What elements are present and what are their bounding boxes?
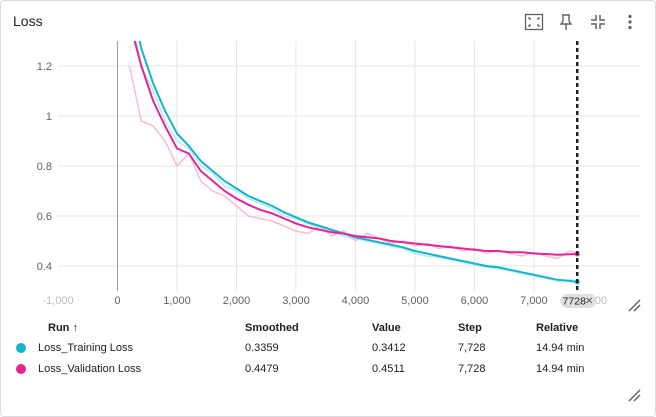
chart-axes: 0.4 0.6 0.8 1 1.2 -1,000 0 1,000 2,000 3,000 4,000… [37,61,607,307]
loss-chart[interactable]: 0.4 0.6 0.8 1 1.2 -1,000 0 1,000 2,000 3,000 4,000… [1,39,656,311]
x-tick-label: 4,000 [342,295,370,307]
raw-lines [128,41,578,282]
y-tick-label: 0.8 [37,161,52,173]
step-cursor: 7728 × [560,41,597,308]
x-tick-label: 0 [114,295,120,307]
raw-series-line [135,41,578,282]
value-cell: 0.4511 [372,362,405,375]
smoothed-column-header[interactable]: Smoothed [245,322,299,334]
collapse-button[interactable] [583,9,613,35]
card-title: Loss [13,13,43,29]
smoothed-lines [129,39,580,285]
more-vert-icon [628,14,632,30]
relative-cell: 14.94 min [536,362,585,375]
runs-table: Run ↑ Smoothed Value Step Relative Loss_… [13,319,636,379]
pin-button[interactable] [551,9,581,35]
pin-icon [559,14,573,30]
chart-grid [58,41,641,291]
fit-domain-icon [524,13,544,31]
run-color-dot [16,363,26,374]
run-name: Loss_Training Loss [38,341,133,354]
close-icon[interactable]: × [585,296,593,307]
table-header-row: Run ↑ Smoothed Value Step Relative [13,319,636,337]
x-tick-label: -1,000 [42,295,73,307]
step-cursor-label: 7728 [563,296,587,308]
y-tick-label: 1.2 [37,61,52,73]
fit-domain-button[interactable] [519,9,549,35]
x-tick-label: 1,000 [163,295,191,307]
collapse-icon [591,15,605,29]
run-cell: Loss_Validation Loss [13,358,245,379]
resize-handle-icon[interactable] [626,297,642,313]
value-column-header[interactable]: Value [372,322,401,334]
x-tick-label: 3,000 [282,295,310,307]
step-cell: 7,728 [458,341,486,354]
step-column-header[interactable]: Step [458,322,482,334]
x-tick-label: 6,000 [461,295,489,307]
x-tick-label: 5,000 [401,295,429,307]
card-toolbar [519,9,645,35]
more-options-button[interactable] [615,9,645,35]
y-tick-label: 1 [46,111,52,123]
raw-series-line [128,65,578,260]
y-tick-label: 0.4 [37,261,52,273]
run-cell: Loss_Training Loss [13,337,245,358]
relative-column-header[interactable]: Relative [536,322,579,334]
x-tick-label: 2,000 [223,295,251,307]
y-tick-label: 0.6 [37,211,52,223]
smoothed-series-line[interactable] [129,39,578,256]
relative-cell: 14.94 min [536,341,585,354]
run-color-dot [16,342,26,353]
table-row: Loss_Training Loss 0.3359 0.3412 7,728 1… [13,337,636,358]
resize-handle-icon[interactable] [626,387,642,403]
smoothed-cell: 0.4479 [245,362,279,375]
smoothed-series-line[interactable] [129,39,578,283]
x-tick-label: 7,000 [520,295,548,307]
table-row: Loss_Validation Loss 0.4479 0.4511 7,728… [13,358,636,379]
run-name: Loss_Validation Loss [38,362,142,375]
step-cursor-chip[interactable] [560,294,597,308]
step-cell: 7,728 [458,362,486,375]
value-cell: 0.3412 [372,341,406,354]
smoothed-cell: 0.3359 [245,341,279,354]
run-column-header[interactable]: Run ↑ [48,322,78,334]
